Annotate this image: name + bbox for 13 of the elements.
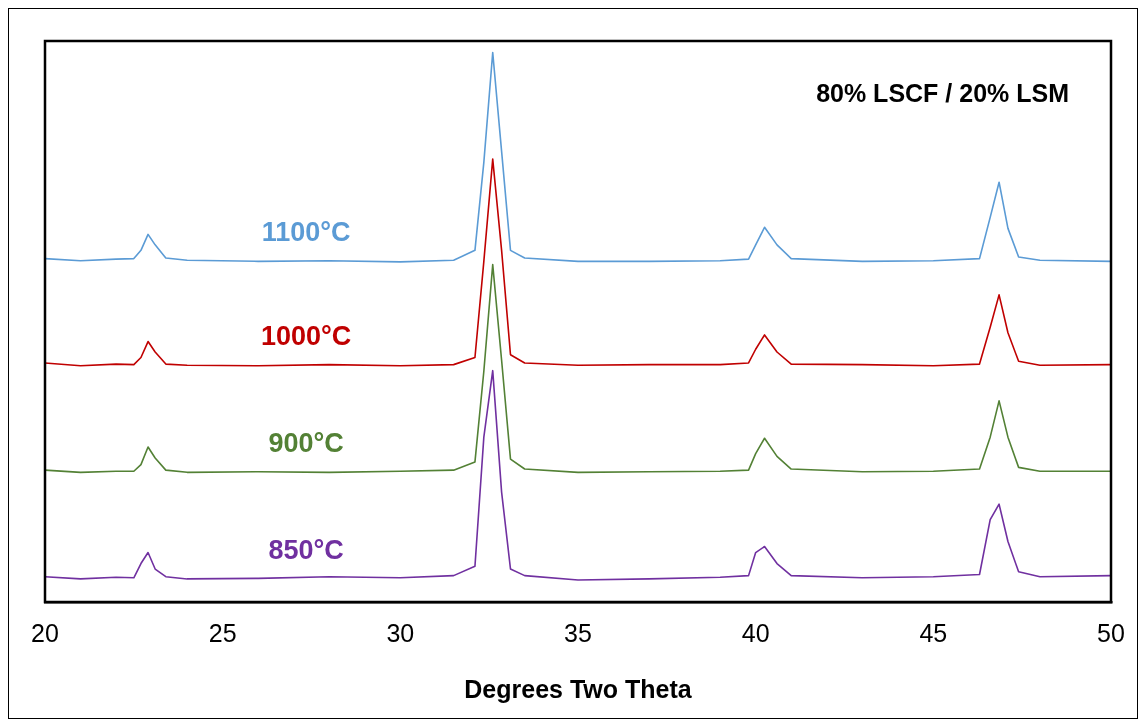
series-label: 1100°C [261, 216, 351, 247]
x-tick-label: 20 [31, 618, 59, 647]
series-label: 900°C [268, 428, 344, 459]
x-tick-label: 50 [1097, 618, 1125, 647]
x-tick-label: 30 [386, 618, 415, 647]
x-axis-title: Degrees Two Theta [464, 674, 693, 703]
x-tick-label: 40 [741, 618, 770, 647]
x-tick-label: 45 [919, 618, 948, 647]
series-label: 850°C [268, 534, 344, 565]
x-tick-label: 35 [564, 618, 592, 647]
x-tick-label: 25 [208, 618, 237, 647]
annotation: 80% LSCF / 20% LSM [816, 79, 1069, 108]
series-label: 1000°C [260, 320, 352, 351]
